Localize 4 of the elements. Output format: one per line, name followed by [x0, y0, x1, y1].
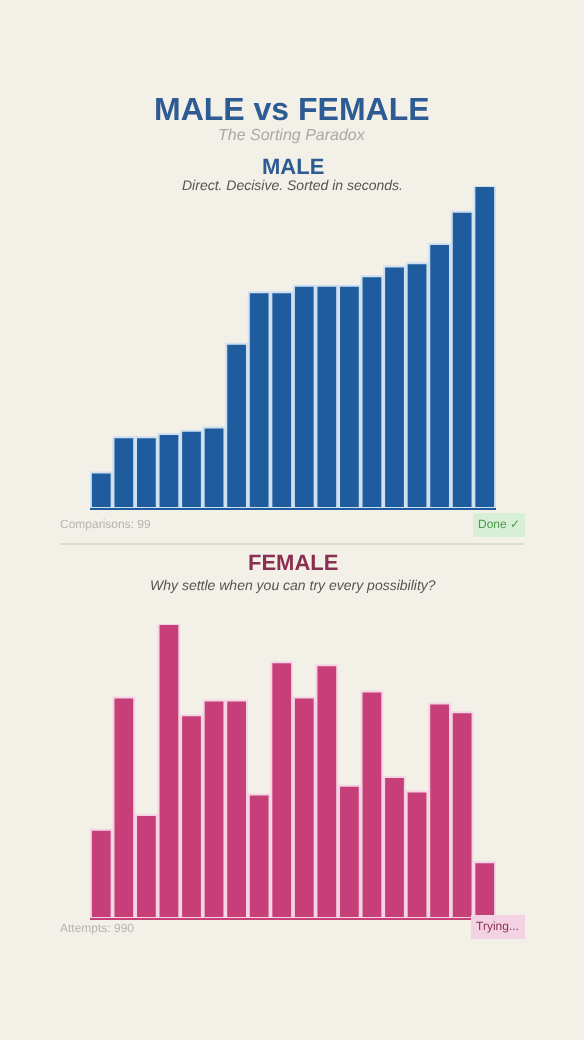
- chart-title: MALE: [262, 156, 325, 180]
- text: The Sorting Paradox: [218, 126, 367, 144]
- text: MALE vs FEMALE: [154, 94, 431, 128]
- chart-title: FEMALE: [248, 552, 339, 576]
